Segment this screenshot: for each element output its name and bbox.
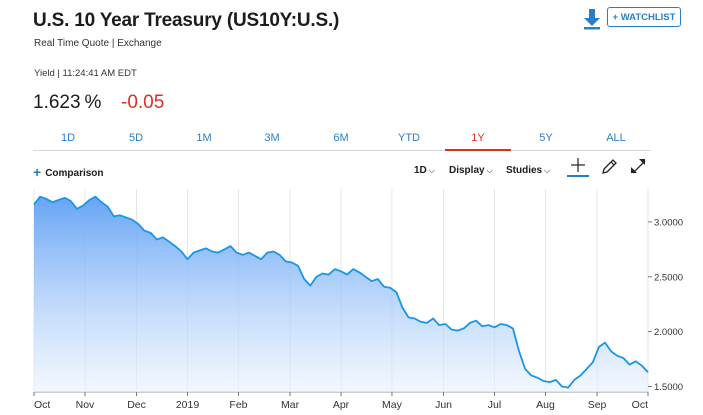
chevron-down-icon: ⌵ xyxy=(486,166,493,175)
x-tick-label: Sep xyxy=(588,399,607,411)
tab-5y[interactable]: 5Y xyxy=(539,132,553,144)
studies-label: Studies xyxy=(506,165,543,176)
crosshair-icon[interactable] xyxy=(567,156,589,178)
yield-timestamp: Yield | 11:24:41 AM EDT xyxy=(34,68,137,79)
x-tick-label: Aug xyxy=(536,399,555,411)
y-axis-ticks: 3.0000 2.5000 2.0000 1.5000 xyxy=(648,217,683,393)
studies-dropdown[interactable]: Studies ⌵ xyxy=(506,165,550,176)
tab-1y[interactable]: 1Y xyxy=(445,132,511,151)
chevron-down-icon: ⌵ xyxy=(428,166,435,175)
expand-icon[interactable] xyxy=(628,156,650,178)
range-tabs: 1D 5D 1M 3M 6M YTD 1Y 5Y ALL xyxy=(33,132,651,151)
watchlist-button[interactable]: + WATCHLIST xyxy=(607,7,681,27)
percent-sign: % xyxy=(84,92,102,113)
comparison-label: Comparison xyxy=(45,168,104,179)
x-tick-label: May xyxy=(382,399,403,411)
yield-change: -0.05 xyxy=(121,92,165,113)
tab-all[interactable]: ALL xyxy=(606,132,626,144)
page-title: U.S. 10 Year Treasury (US10Y:U.S.) xyxy=(33,10,340,31)
y-tick-label: 2.5000 xyxy=(654,272,683,283)
draw-pencil-icon[interactable] xyxy=(598,156,620,178)
yield-price: 1.623% xyxy=(33,92,101,114)
x-tick-label: Mar xyxy=(281,399,300,411)
download-icon[interactable] xyxy=(582,8,602,30)
display-label: Display xyxy=(449,165,485,176)
x-tick-label: Nov xyxy=(76,399,95,411)
x-tick-label: 2019 xyxy=(176,399,200,411)
interval-label: 1D xyxy=(414,165,427,176)
x-tick-label: Apr xyxy=(333,399,350,411)
yield-chart[interactable]: 3.0000 2.5000 2.0000 1.5000 Oct Nov Dec 2019 Fe… xyxy=(0,185,703,415)
plus-icon: + xyxy=(33,164,42,180)
x-axis-ticks: Oct Nov Dec 2019 Feb Mar Apr May Jun Jul Aug Sep Oct xyxy=(33,392,649,411)
tab-5d[interactable]: 5D xyxy=(128,132,144,144)
x-tick-label: Oct xyxy=(632,399,648,411)
x-tick-label: Dec xyxy=(127,399,146,411)
quote-source: Real Time Quote | Exchange xyxy=(34,38,162,49)
interval-dropdown[interactable]: 1D ⌵ xyxy=(414,165,435,176)
display-dropdown[interactable]: Display ⌵ xyxy=(449,165,493,176)
tab-1d[interactable]: 1D xyxy=(60,132,76,144)
x-tick-label: Jul xyxy=(488,399,501,411)
tab-3m[interactable]: 3M xyxy=(264,132,280,144)
x-tick-label: Jun xyxy=(435,399,452,411)
series-line xyxy=(33,195,649,389)
y-tick-label: 2.0000 xyxy=(654,327,683,338)
chevron-down-icon: ⌵ xyxy=(544,166,551,175)
tab-1m[interactable]: 1M xyxy=(196,132,212,144)
y-tick-label: 1.5000 xyxy=(654,382,683,393)
tab-6m[interactable]: 6M xyxy=(333,132,349,144)
x-tick-label: Feb xyxy=(229,399,247,411)
tab-ytd[interactable]: YTD xyxy=(398,132,420,144)
yield-value: 1.623 xyxy=(33,92,81,113)
y-tick-label: 3.0000 xyxy=(654,217,683,228)
area-fill xyxy=(34,196,648,392)
comparison-button[interactable]: + Comparison xyxy=(33,164,104,180)
x-tick-label: Oct xyxy=(34,399,50,411)
